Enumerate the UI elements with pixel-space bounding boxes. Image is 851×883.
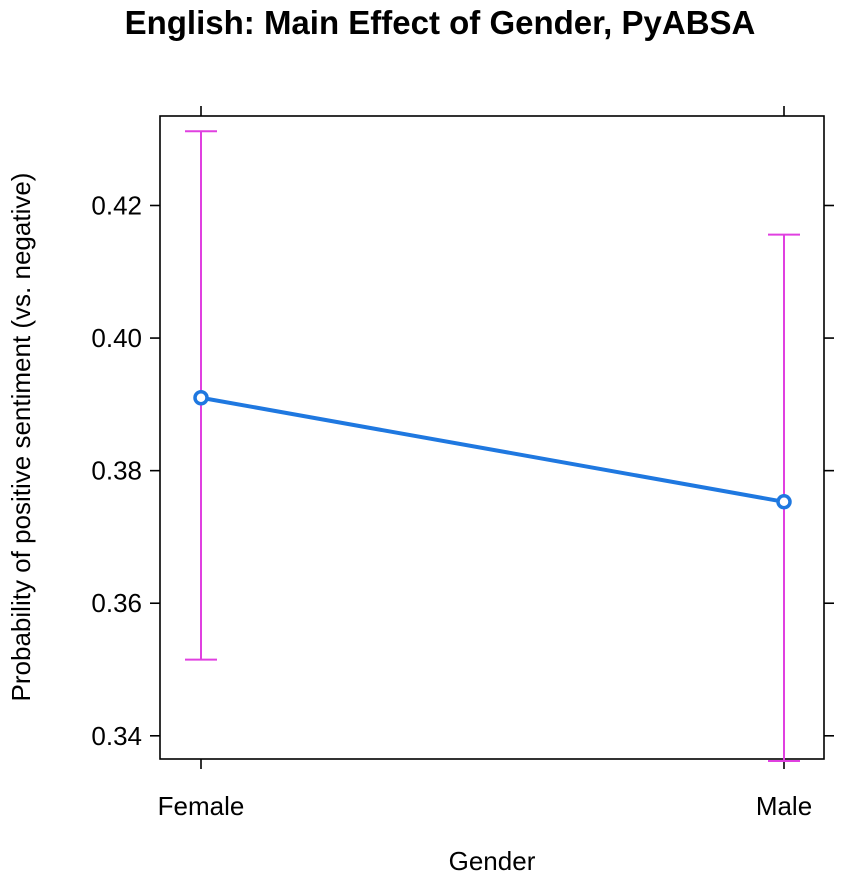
data-point [193,389,209,406]
y-tick-label: 0.34 [91,721,142,751]
plot-frame [159,115,825,760]
x-axis: Female Male [158,106,812,821]
y-tick-label: 0.38 [91,456,142,486]
y-axis: 0.34 0.36 0.38 0.40 0.42 [91,190,834,751]
chart-title: English: Main Effect of Gender, PyABSA [125,4,756,41]
x-tick-label: Male [756,791,812,821]
x-tick-label: Female [158,791,245,821]
data-point [776,494,792,510]
y-tick-label: 0.36 [91,588,142,618]
series-line [200,395,785,504]
y-axis-title: Probability of positive sentiment (vs. n… [6,173,36,702]
y-tick-label: 0.42 [91,190,142,220]
series [193,389,792,510]
x-axis-title: Gender [449,846,536,876]
y-tick-label: 0.40 [91,323,142,353]
error-bars [185,130,800,762]
